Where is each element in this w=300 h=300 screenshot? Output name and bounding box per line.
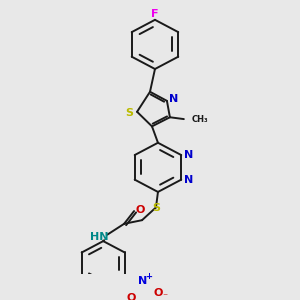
Text: +: +: [145, 272, 152, 281]
Text: N: N: [184, 175, 193, 184]
Text: F: F: [151, 9, 159, 20]
Text: S: S: [125, 108, 133, 118]
Text: CH₃: CH₃: [192, 115, 208, 124]
Text: HN: HN: [90, 232, 109, 242]
Text: S: S: [152, 203, 160, 213]
Text: O: O: [135, 205, 145, 215]
Text: ⁻: ⁻: [162, 292, 167, 300]
Text: O: O: [126, 293, 135, 300]
Text: N: N: [169, 94, 178, 104]
Text: N: N: [138, 276, 147, 286]
Text: N: N: [184, 150, 193, 160]
Text: O: O: [154, 288, 163, 298]
